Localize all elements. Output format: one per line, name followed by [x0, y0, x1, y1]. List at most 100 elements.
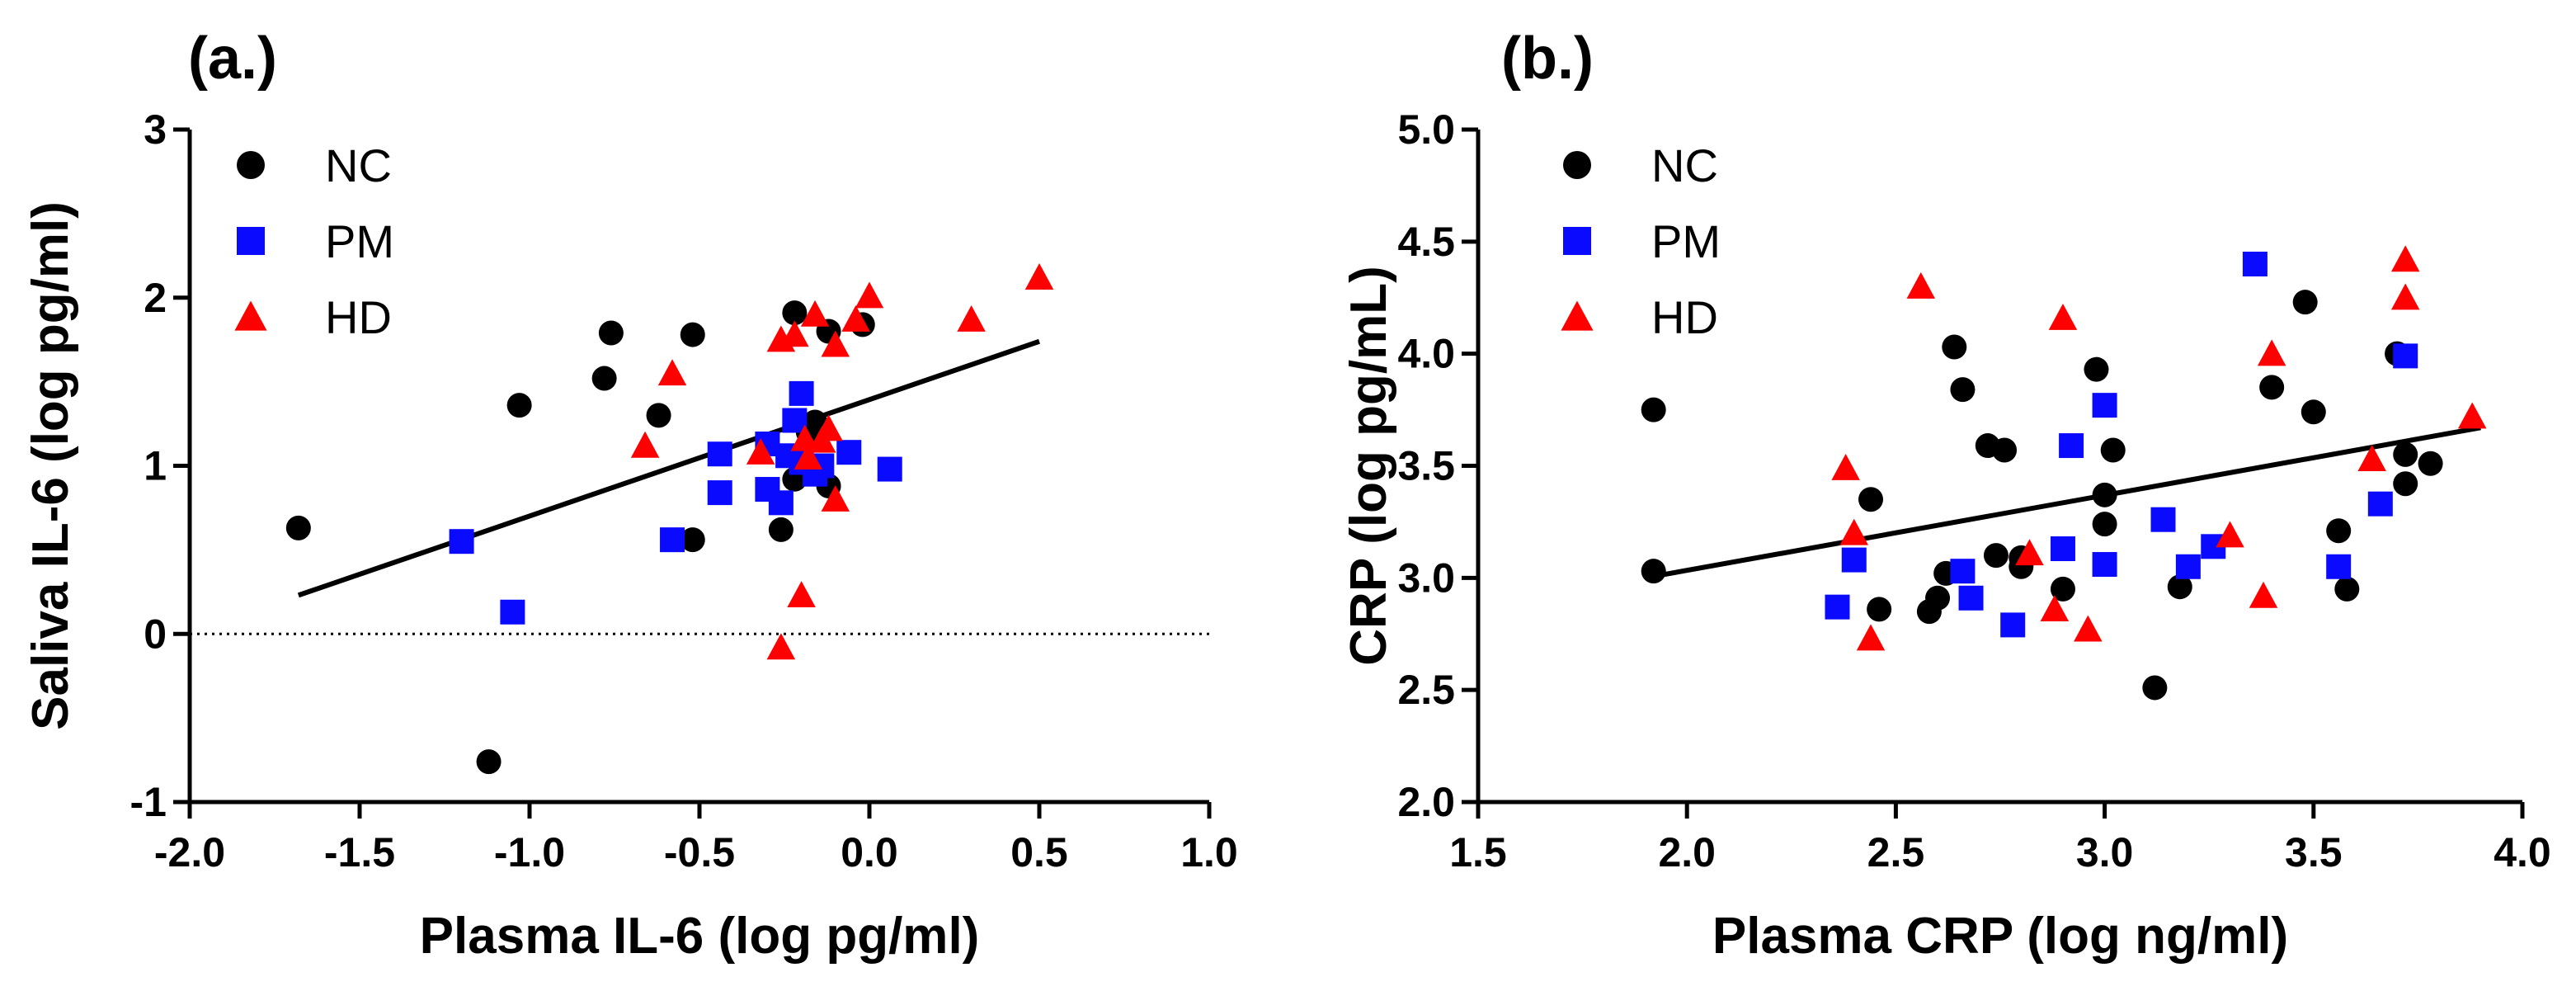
x-tick-label: -1.0 — [494, 829, 565, 875]
legend-label-hd: HD — [1651, 291, 1718, 343]
x-tick-label: 3.5 — [2285, 829, 2343, 875]
y-axis-title: CRP (log pg/mL) — [1340, 266, 1397, 665]
x-tick-label: 2.0 — [1658, 829, 1716, 875]
point-pm — [2150, 507, 2176, 532]
point-hd — [814, 414, 843, 441]
point-nc — [476, 749, 502, 775]
point-hd — [1024, 263, 1054, 290]
legend-marker-hd — [1561, 300, 1594, 331]
point-hd — [790, 424, 819, 451]
point-hd — [746, 437, 775, 465]
point-hd — [766, 633, 796, 660]
panel-label: (b.) — [1501, 26, 1594, 92]
point-hd — [957, 304, 986, 332]
point-nc — [2334, 576, 2360, 602]
x-tick-label: 0.5 — [1010, 829, 1068, 875]
x-axis-title: Plasma IL-6 (log pg/ml) — [420, 908, 980, 965]
point-pm — [2393, 343, 2418, 369]
y-tick-label: 1 — [144, 443, 167, 489]
point-pm — [707, 441, 732, 467]
point-hd — [787, 581, 816, 608]
point-nc — [2100, 437, 2126, 463]
point-nc — [591, 366, 617, 391]
panel-label: (a.) — [188, 26, 277, 92]
point-nc — [2259, 375, 2285, 400]
point-hd — [821, 485, 850, 512]
point-pm — [707, 480, 732, 506]
legend-label-nc: NC — [325, 139, 392, 191]
legend-label-pm: PM — [1651, 215, 1721, 267]
x-tick-label: 3.0 — [2076, 829, 2134, 875]
point-nc — [2050, 576, 2075, 602]
point-pm — [500, 599, 525, 625]
point-nc — [2418, 451, 2443, 476]
point-pm — [2326, 554, 2352, 579]
point-pm — [2175, 554, 2201, 579]
y-tick-label: 2 — [144, 275, 167, 321]
point-hd — [2040, 595, 2070, 622]
point-nc — [2142, 675, 2168, 701]
legend-marker-pm — [1563, 227, 1591, 255]
point-nc — [2292, 290, 2318, 315]
point-hd — [780, 320, 809, 347]
point-pm — [2000, 612, 2026, 638]
point-nc — [2393, 471, 2418, 497]
point-nc — [1983, 543, 2009, 569]
point-hd — [1856, 624, 1886, 651]
point-nc — [1925, 585, 1951, 611]
point-hd — [2357, 445, 2386, 472]
legend-label-nc: NC — [1651, 139, 1718, 191]
x-axis-title: Plasma CRP (log ng/ml) — [1712, 908, 2288, 965]
point-hd — [2390, 283, 2420, 310]
y-tick-label: 2.0 — [1397, 779, 1455, 825]
legend-marker-pm — [237, 227, 265, 255]
legend-label-pm: PM — [325, 215, 394, 267]
point-nc — [1992, 437, 2018, 463]
point-hd — [800, 300, 830, 327]
point-hd — [2216, 521, 2244, 548]
point-nc — [2092, 512, 2117, 537]
y-tick-label: 3 — [144, 106, 167, 153]
point-hd — [630, 431, 660, 458]
point-pm — [2050, 536, 2075, 562]
point-hd — [657, 359, 687, 386]
legend-label-hd: HD — [325, 291, 392, 343]
y-tick-label: 4.5 — [1397, 219, 1455, 265]
point-pm — [2059, 433, 2084, 459]
point-pm — [449, 529, 474, 554]
point-hd — [2048, 303, 2078, 330]
point-pm — [877, 456, 902, 482]
point-nc — [1858, 487, 1884, 512]
point-hd — [2015, 539, 2044, 566]
point-nc — [2393, 441, 2418, 467]
point-nc — [1641, 559, 1666, 584]
point-nc — [2326, 518, 2352, 544]
y-axis-title: Saliva IL-6 (log pg/ml) — [22, 201, 79, 730]
point-pm — [2242, 252, 2268, 276]
point-nc — [680, 527, 705, 553]
point-nc — [285, 515, 311, 540]
y-tick-label: 0 — [144, 611, 167, 657]
point-pm — [789, 380, 814, 406]
x-tick-label: -2.0 — [154, 829, 225, 875]
point-nc — [2301, 399, 2326, 425]
x-tick-label: 4.0 — [2494, 829, 2551, 875]
point-nc — [1867, 597, 1892, 622]
y-tick-label: 3.0 — [1397, 554, 1455, 601]
point-hd — [1839, 518, 1869, 545]
point-pm — [1825, 594, 1850, 620]
point-nc — [1942, 334, 1967, 360]
point-nc — [2167, 574, 2192, 600]
point-pm — [2367, 491, 2393, 517]
x-tick-label: -0.5 — [664, 829, 735, 875]
point-pm — [2092, 393, 2117, 418]
legend-marker-nc — [1563, 151, 1591, 179]
x-tick-label: 2.5 — [1867, 829, 1925, 875]
point-hd — [841, 304, 870, 332]
point-hd — [855, 281, 884, 309]
point-hd — [821, 330, 850, 357]
point-hd — [1906, 271, 1936, 299]
panel-a: (a.) -1 0 1 2 3 -2.0 -1.5 -1.0 -0.5 0.0 0.5 1.0 Plasm… — [22, 26, 1238, 965]
point-nc — [680, 322, 705, 347]
